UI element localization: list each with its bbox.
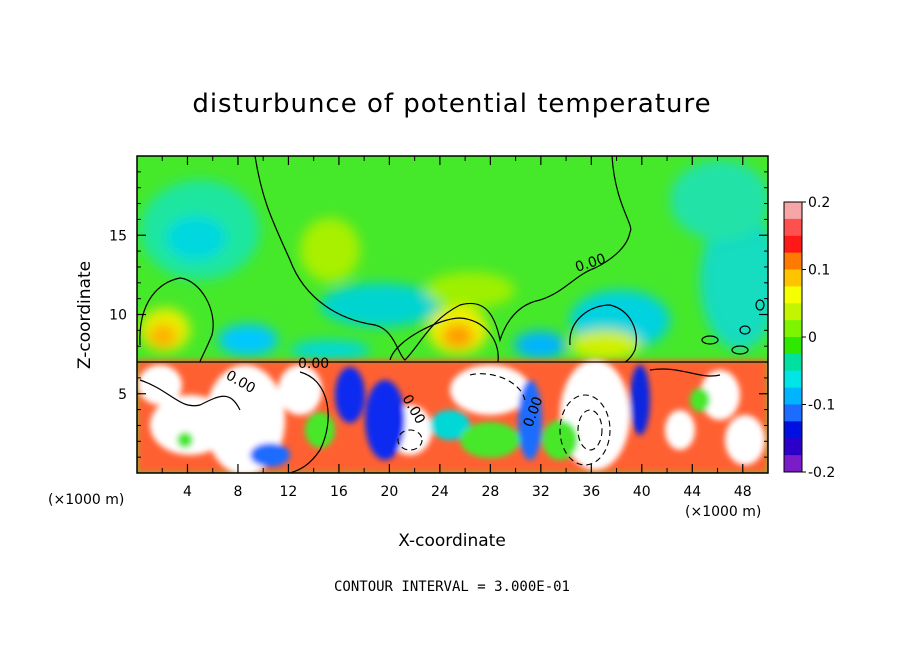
field-blob — [177, 432, 193, 448]
colorbar-swatch — [784, 455, 802, 473]
field-blob — [138, 365, 182, 405]
field-blob — [149, 324, 177, 348]
field-blob — [542, 420, 578, 460]
colorbar-swatch — [784, 202, 802, 220]
y-tick-label: 10 — [109, 308, 127, 324]
contour-lines-dashed — [397, 373, 611, 466]
field-blob — [700, 210, 768, 350]
y-tick-label: 15 — [109, 228, 127, 244]
contour-interval-note: CONTOUR INTERVAL = 3.000E-01 — [334, 579, 570, 595]
colorbar-swatch — [784, 353, 802, 372]
field-blob — [300, 218, 360, 282]
x-tick-label: 32 — [532, 484, 550, 500]
x-unit-label-right: (×1000 m) — [685, 504, 761, 520]
x-tick-label: 4 — [183, 484, 192, 500]
colorbar-label: -0.2 — [808, 465, 835, 481]
field-blob — [518, 380, 542, 460]
field-blob — [725, 415, 765, 465]
x-tick-label: 48 — [734, 484, 752, 500]
field-blob — [425, 272, 515, 308]
field-blob — [670, 160, 768, 240]
field-blob — [690, 388, 710, 412]
colorbar-swatch — [784, 235, 802, 254]
x-tick-label: 28 — [481, 484, 499, 500]
field-blob — [450, 365, 530, 415]
field-blob — [305, 412, 335, 448]
field-blob — [665, 410, 695, 450]
field-blob — [570, 330, 640, 360]
x-unit-label-left: (×1000 m) — [48, 492, 124, 508]
colorbar-swatch — [784, 218, 802, 237]
contour-label: 0.00 — [298, 356, 329, 372]
y-tick-label: 5 — [118, 387, 127, 403]
field-blob — [514, 331, 566, 359]
field-blob — [460, 422, 520, 458]
field-blob — [218, 324, 278, 356]
colorbar-swatch — [784, 269, 802, 287]
field-blob — [166, 216, 226, 260]
colorbar-label: 0.2 — [808, 195, 830, 211]
colorbar-label: -0.1 — [808, 398, 835, 414]
colorbar-swatch — [784, 387, 802, 405]
field-blob — [430, 410, 470, 440]
field-blob — [290, 340, 370, 360]
y-axis: 5 10 15 — [109, 171, 768, 458]
field-blob — [320, 283, 440, 327]
colorbar-labels: 0.2 0.1 0 -0.1 -0.2 — [802, 195, 835, 481]
colorbar-label: 0.1 — [808, 263, 830, 279]
field-blob — [630, 365, 650, 435]
colorbar-swatch — [784, 438, 802, 456]
colorbar — [784, 202, 802, 473]
x-tick-label: 40 — [633, 484, 651, 500]
contour-lines — [137, 156, 768, 473]
field-blob — [700, 370, 740, 420]
x-tick-label: 44 — [683, 484, 701, 500]
colorbar-swatch — [784, 404, 802, 422]
field-blob — [365, 380, 405, 460]
x-tick-label: 24 — [431, 484, 449, 500]
colorbar-swatch — [784, 252, 802, 270]
field-blob — [250, 443, 290, 467]
field-blob — [335, 367, 365, 423]
x-tick-label: 16 — [330, 484, 348, 500]
colorbar-label: 0 — [808, 330, 817, 346]
colorbar-swatch — [784, 286, 802, 304]
colorbar-swatch — [784, 320, 802, 338]
x-tick-label: 20 — [380, 484, 398, 500]
plot-area: 0.00 0.00 0.00 0.00 0.00 — [137, 156, 768, 473]
x-tick-label: 8 — [233, 484, 242, 500]
x-tick-label: 12 — [280, 484, 298, 500]
x-axis: 4 8 12 16 20 24 28 32 36 40 44 48 — [161, 156, 752, 500]
y-axis-label: Z-coordinate — [75, 261, 95, 369]
colorbar-swatch — [784, 370, 802, 389]
colorbar-swatch — [784, 337, 802, 355]
colorbar-swatch — [784, 303, 802, 321]
chart-title: disturbunce of potential temperature — [192, 89, 711, 119]
field-blob — [442, 324, 474, 348]
x-tick-label: 36 — [582, 484, 600, 500]
colorbar-swatch — [784, 421, 802, 439]
x-axis-label: X-coordinate — [398, 531, 506, 551]
